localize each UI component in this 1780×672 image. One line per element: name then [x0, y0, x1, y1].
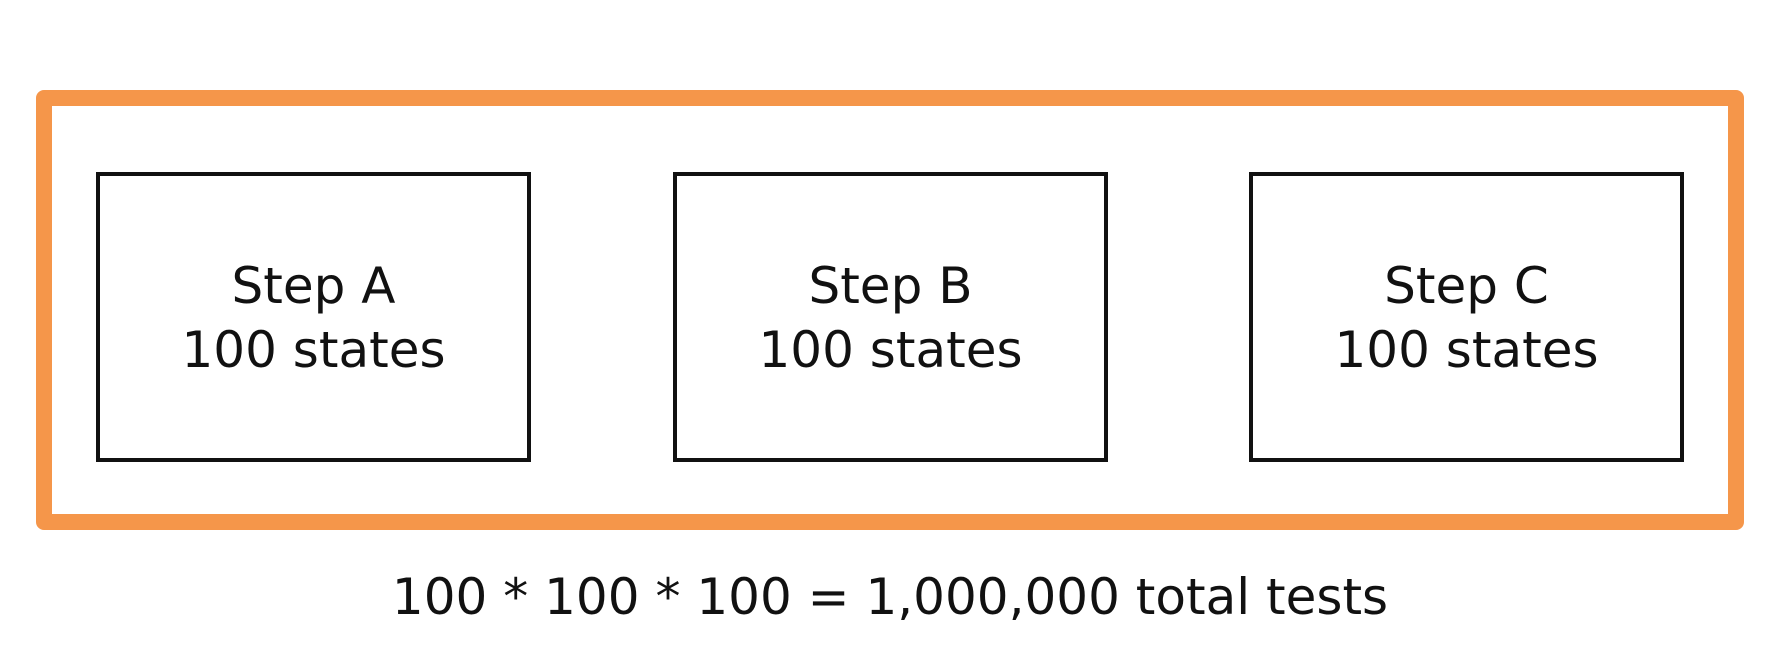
step-box-c: Step C 100 states — [1249, 172, 1684, 462]
step-c-states: 100 states — [1334, 321, 1599, 379]
step-b-states: 100 states — [758, 321, 1023, 379]
step-a-states: 100 states — [181, 321, 446, 379]
total-tests-equation: 100 * 100 * 100 = 1,000,000 total tests — [391, 568, 1389, 626]
step-a-title: Step A — [231, 257, 396, 315]
step-box-b: Step B 100 states — [673, 172, 1108, 462]
step-box-a: Step A 100 states — [96, 172, 531, 462]
step-c-title: Step C — [1384, 257, 1549, 315]
step-b-title: Step B — [808, 257, 973, 315]
